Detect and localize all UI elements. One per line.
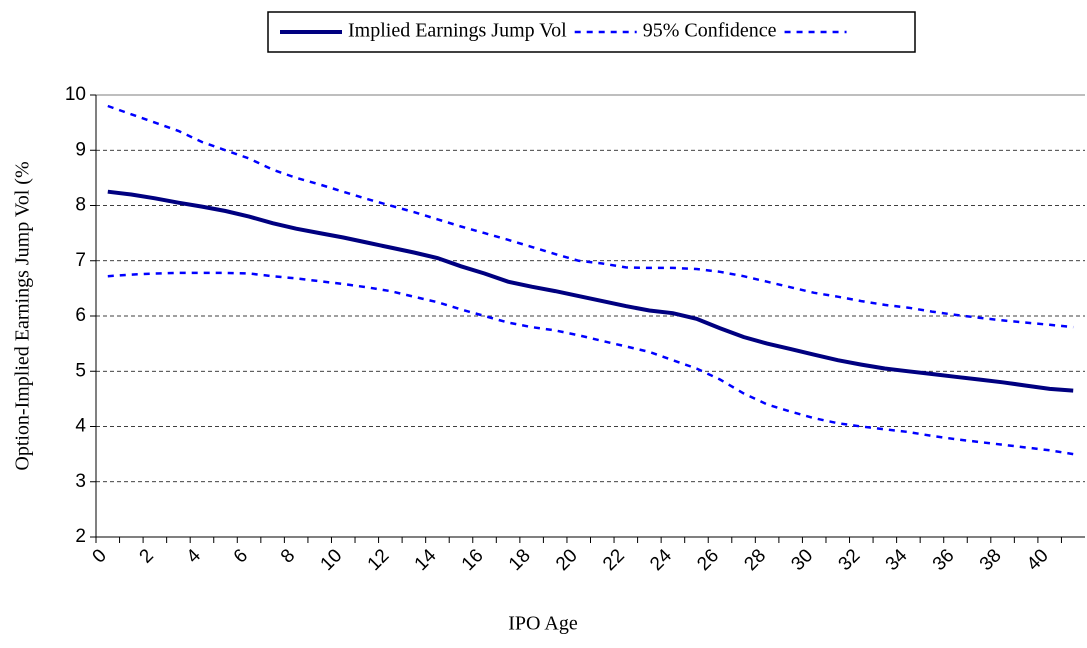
y-tick-label: 10 (65, 84, 86, 105)
x-tick-label: 4 (183, 545, 206, 568)
y-tick-label: 4 (75, 416, 86, 437)
x-tick-label: 30 (787, 545, 817, 575)
x-tick-label: 12 (364, 545, 394, 575)
x-tick-label: 2 (136, 545, 158, 567)
y-tick-label: 3 (75, 471, 86, 492)
x-tick-label: 22 (599, 545, 629, 575)
y-tick-label: 8 (75, 195, 86, 216)
x-tick-label: 10 (317, 545, 347, 575)
y-axis-label: Option-Implied Earnings Jump Vol (% (12, 161, 34, 470)
x-tick-label: 18 (505, 545, 535, 575)
y-tick-label: 7 (75, 250, 86, 271)
x-tick-label: 8 (277, 545, 299, 567)
x-tick-label: 6 (230, 545, 252, 567)
x-tick-label: 20 (552, 545, 582, 575)
x-tick-label: 34 (882, 545, 912, 575)
series-line (107, 104, 1074, 329)
series-line (107, 189, 1074, 393)
y-tick-label: 6 (75, 305, 86, 326)
legend-label: Implied Earnings Jump Vol (348, 20, 567, 42)
series-line (107, 271, 1074, 456)
y-tick-label: 5 (75, 360, 86, 381)
x-tick-label: 28 (740, 545, 770, 575)
x-tick-label: 0 (89, 545, 111, 567)
x-tick-label: 40 (1023, 545, 1053, 575)
x-tick-label: 38 (976, 545, 1006, 575)
x-tick-label: 24 (646, 545, 676, 575)
x-tick-label: 16 (458, 545, 488, 575)
legend-label: 95% Confidence (643, 20, 777, 42)
y-tick-label: 2 (75, 526, 86, 547)
x-tick-label: 32 (835, 545, 865, 575)
y-tick-label: 9 (75, 139, 86, 160)
x-axis-label: IPO Age (508, 613, 578, 635)
x-tick-label: 26 (693, 545, 723, 575)
x-tick-label: 36 (929, 545, 959, 575)
x-tick-label: 14 (411, 545, 441, 575)
